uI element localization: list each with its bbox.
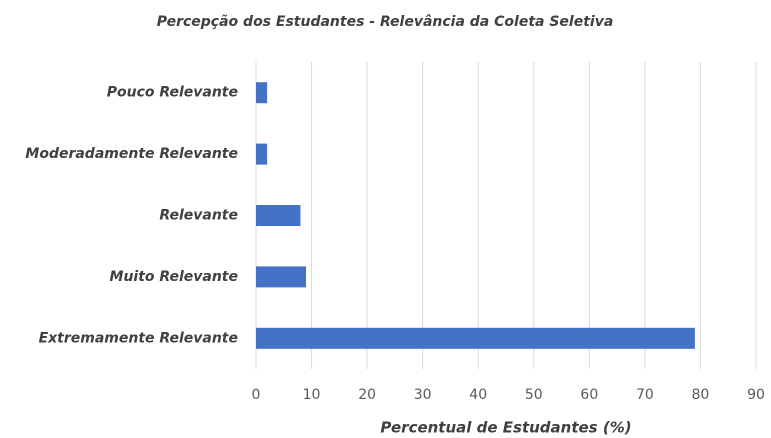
y-tick-label: Extremamente Relevante bbox=[39, 330, 238, 346]
bar bbox=[256, 82, 268, 104]
y-tick-label: Relevante bbox=[159, 208, 238, 224]
bar bbox=[256, 266, 306, 288]
y-tick-label: Pouco Relevante bbox=[107, 85, 238, 101]
x-tick-label: 40 bbox=[469, 387, 487, 403]
y-tick-label: Muito Relevante bbox=[110, 269, 238, 285]
x-axis-label: Percentual de Estudantes (%) bbox=[380, 419, 631, 437]
x-tick-label: 60 bbox=[580, 387, 598, 403]
bar bbox=[256, 205, 301, 226]
x-tick-label: 20 bbox=[358, 387, 376, 403]
bar bbox=[256, 327, 695, 349]
x-tick-label: 80 bbox=[692, 387, 710, 403]
x-tick-label: 90 bbox=[747, 387, 765, 403]
x-tick-label: 50 bbox=[525, 387, 543, 403]
x-tick-label: 10 bbox=[303, 387, 321, 403]
chart-title: Percepção dos Estudantes - Relevância da… bbox=[157, 14, 614, 30]
x-tick-label: 70 bbox=[636, 387, 654, 403]
bar bbox=[256, 143, 268, 165]
x-tick-label: 30 bbox=[414, 387, 432, 403]
x-tick-label: 0 bbox=[252, 387, 261, 403]
y-tick-label: Moderadamente Relevante bbox=[25, 146, 238, 162]
